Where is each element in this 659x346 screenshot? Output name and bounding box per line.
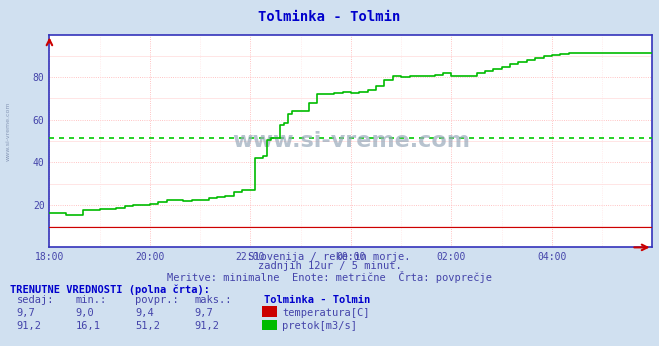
Text: Tolminka - Tolmin: Tolminka - Tolmin [264,295,370,305]
Text: Slovenija / reke in morje.: Slovenija / reke in morje. [248,252,411,262]
Text: temperatura[C]: temperatura[C] [282,308,370,318]
Text: 91,2: 91,2 [16,321,42,331]
Text: min.:: min.: [76,295,107,305]
Text: 9,0: 9,0 [76,308,94,318]
Text: Meritve: minimalne  Enote: metrične  Črta: povprečje: Meritve: minimalne Enote: metrične Črta:… [167,271,492,283]
Text: sedaj:: sedaj: [16,295,54,305]
Text: 9,4: 9,4 [135,308,154,318]
Text: maks.:: maks.: [194,295,232,305]
Text: pretok[m3/s]: pretok[m3/s] [282,321,357,331]
Text: 91,2: 91,2 [194,321,219,331]
Text: 16,1: 16,1 [76,321,101,331]
Text: 51,2: 51,2 [135,321,160,331]
Text: 9,7: 9,7 [16,308,35,318]
Text: povpr.:: povpr.: [135,295,179,305]
Text: TRENUTNE VREDNOSTI (polna črta):: TRENUTNE VREDNOSTI (polna črta): [10,284,210,295]
Text: zadnjih 12ur / 5 minut.: zadnjih 12ur / 5 minut. [258,261,401,271]
Text: www.si-vreme.com: www.si-vreme.com [6,102,11,161]
Text: www.si-vreme.com: www.si-vreme.com [232,131,470,151]
Text: 9,7: 9,7 [194,308,213,318]
Text: Tolminka - Tolmin: Tolminka - Tolmin [258,10,401,24]
